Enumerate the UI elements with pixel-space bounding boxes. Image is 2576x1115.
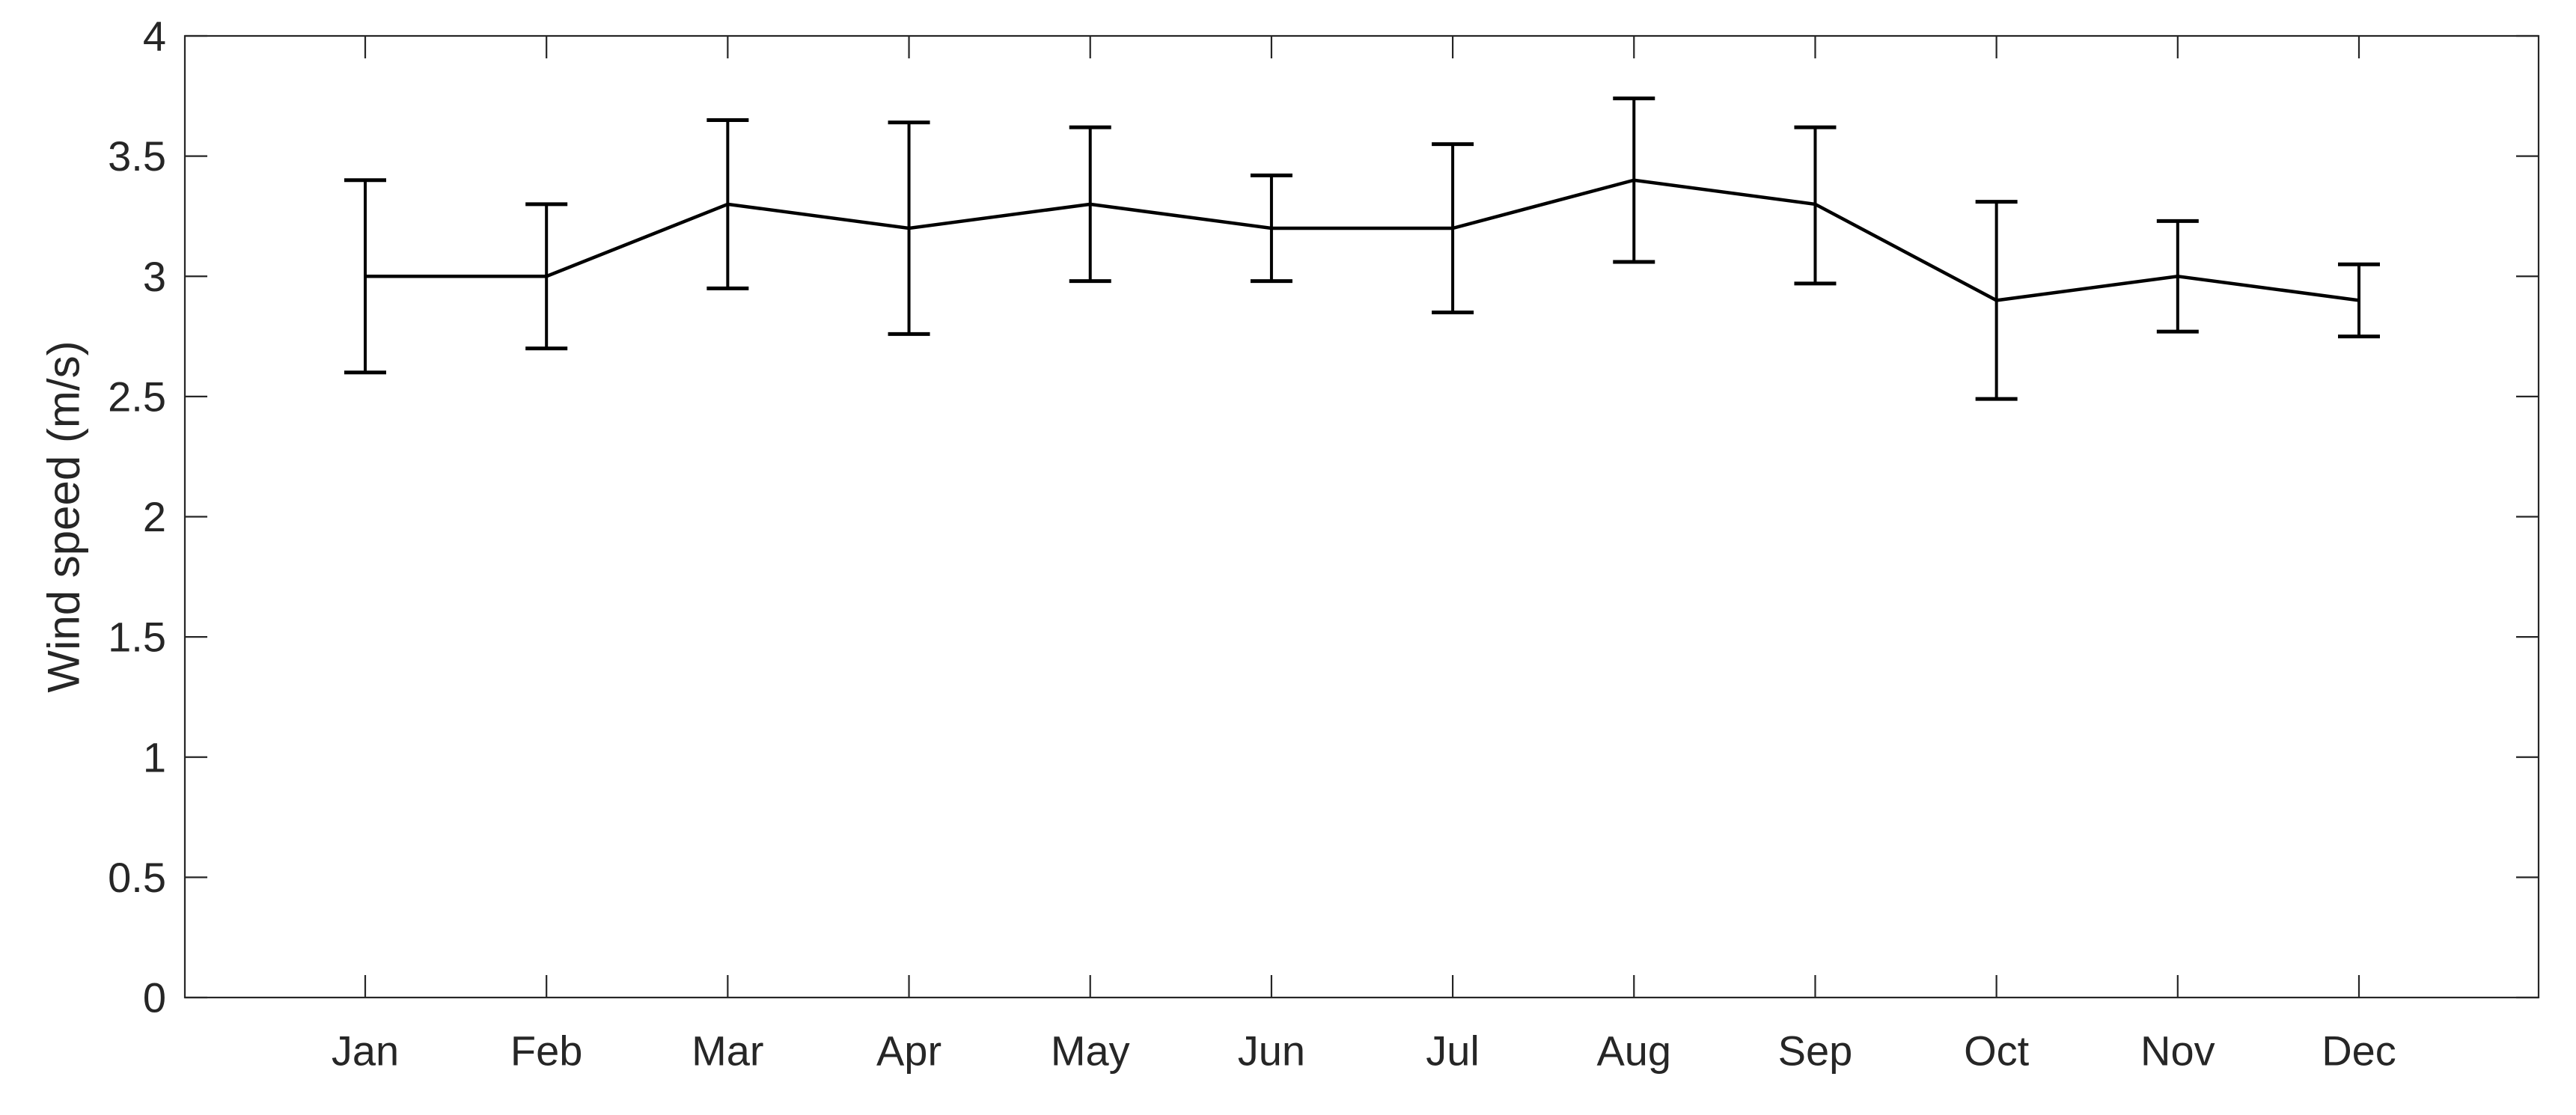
- axes-box: [183, 34, 2540, 999]
- y-tick-label: 3: [143, 253, 166, 300]
- y-tick-label: 4: [143, 13, 166, 60]
- x-tick-label: Dec: [2322, 1027, 2396, 1075]
- x-tick-label: Mar: [692, 1027, 763, 1075]
- x-tick-label: Apr: [876, 1027, 941, 1075]
- wind-speed-line: [365, 178, 2360, 302]
- error-bars: [344, 97, 2380, 401]
- y-tick-label: 2.5: [108, 373, 166, 420]
- y-tick-label: 0.5: [108, 854, 166, 901]
- x-tick-label: Jan: [332, 1027, 399, 1075]
- x-tick-label: Jul: [1426, 1027, 1480, 1075]
- axis-ticks: [185, 34, 2539, 999]
- y-axis-tick-labels: 0 0.5 1 1.5 2 2.5 3 3.5 4: [108, 13, 166, 1021]
- plot-frame: [183, 34, 2540, 999]
- x-tick-label: Feb: [510, 1027, 583, 1075]
- x-tick-label: Oct: [1964, 1027, 2030, 1075]
- x-tick-label: Jun: [1238, 1027, 1305, 1075]
- wind-speed-line-series: [365, 178, 2360, 302]
- y-tick-label: 3.5: [108, 132, 166, 180]
- y-tick-label: 0: [143, 974, 166, 1021]
- x-tick-label: Aug: [1596, 1027, 1671, 1075]
- x-tick-label: May: [1051, 1027, 1130, 1075]
- y-tick-label: 1: [143, 733, 166, 780]
- x-axis-tick-labels: Jan Feb Mar Apr May Jun Jul Aug Sep Oct Nov Dec: [332, 1027, 2396, 1075]
- y-tick-label: 1.5: [108, 614, 166, 661]
- x-tick-label: Nov: [2140, 1027, 2215, 1075]
- x-tick-label: Sep: [1778, 1027, 1853, 1075]
- y-tick-label: 2: [143, 493, 166, 540]
- y-axis-title: Wind speed (m/s): [39, 340, 89, 692]
